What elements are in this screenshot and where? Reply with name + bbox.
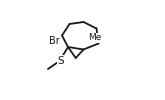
Text: S: S xyxy=(57,56,64,66)
Text: Me: Me xyxy=(88,34,102,42)
Text: Br: Br xyxy=(49,36,59,46)
